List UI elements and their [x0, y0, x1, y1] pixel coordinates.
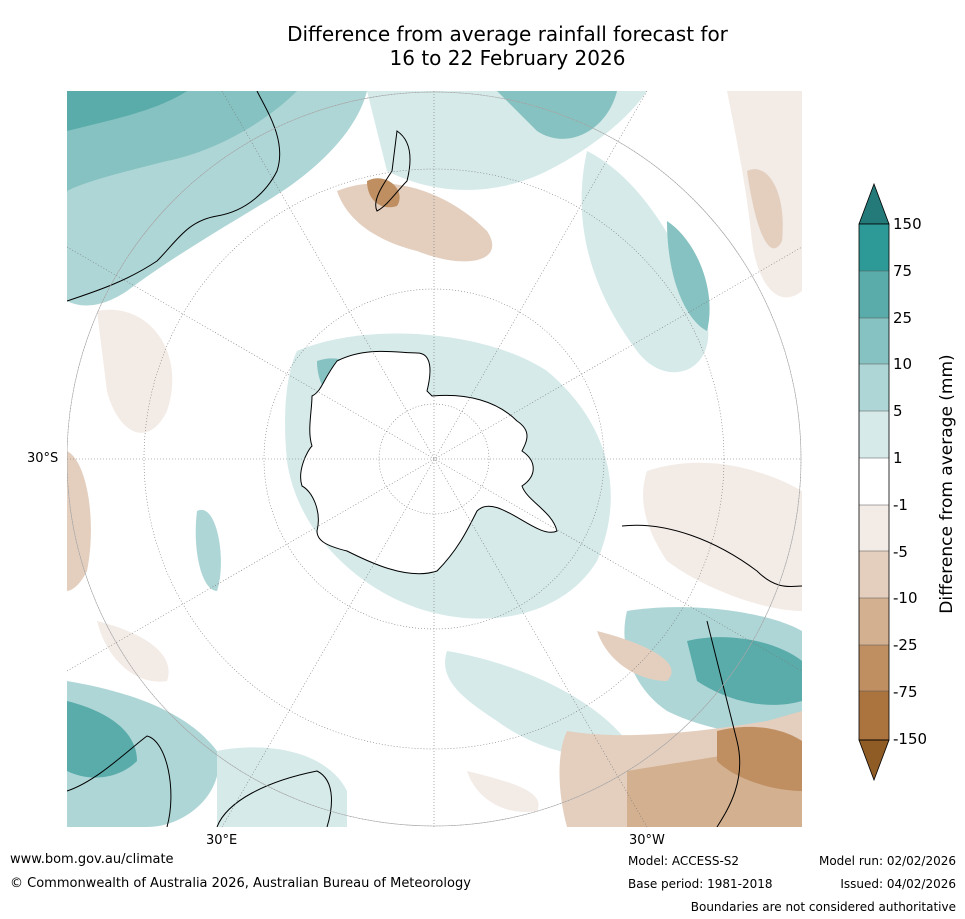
colorbar-bin-minus75-minus150 — [859, 691, 889, 740]
colorbar-tick-1: 1 — [893, 449, 903, 467]
colorbar-bin-minus25-minus75 — [859, 645, 889, 691]
footer-model: Model: ACCESS-S2 — [628, 854, 740, 868]
colorbar-bin-25-10 — [859, 318, 889, 364]
colorbar-bin-150-75 — [859, 224, 889, 271]
colorbar-tick-minus150: -150 — [893, 730, 928, 748]
map-edge-circle — [67, 91, 802, 827]
dry-anomaly-regions — [67, 91, 802, 827]
colorbar-bin-5-1 — [859, 411, 889, 458]
colorbar-tick-150: 150 — [893, 215, 922, 233]
colorbar-tick-minus5: -5 — [893, 543, 908, 561]
footer-model-run: Model run: 02/02/2026 — [818, 854, 956, 868]
colorbar-tick-75: 75 — [893, 262, 913, 280]
map-title: Difference from average rainfall forecas… — [0, 22, 965, 70]
footer-issued: Issued: 04/02/2026 — [840, 877, 956, 891]
colorbar-tick-25: 25 — [893, 309, 913, 327]
colorbar-bin-10-5 — [859, 364, 889, 411]
colorbar-tick-minus25: -25 — [893, 636, 918, 654]
colorbar-bin-minus1-minus5 — [859, 505, 889, 551]
colorbar-bin-minus5-minus10 — [859, 551, 889, 598]
africa-outline — [67, 735, 332, 827]
south-america-outline — [621, 524, 802, 827]
colorbar-wet-extreme — [858, 183, 890, 225]
colorbar — [858, 183, 890, 781]
new-zealand-outline — [375, 130, 411, 212]
footer-copyright: © Commonwealth of Australia 2026, Austra… — [10, 876, 471, 891]
colorbar-tick-minus1: -1 — [893, 496, 908, 514]
title-line-2: 16 to 22 February 2026 — [389, 46, 626, 70]
colorbar-tick-minus10: -10 — [893, 589, 918, 607]
colorbar-tick-5: 5 — [893, 402, 903, 420]
footer-website-link[interactable]: www.bom.gov.au/climate — [10, 852, 174, 867]
australia-outline — [67, 91, 281, 302]
colorbar-title: Difference from average (mm) — [937, 354, 957, 614]
longitude-label-30e: 30°E — [206, 833, 238, 848]
rainfall-anomaly-map[interactable] — [67, 91, 802, 827]
colorbar-tick-minus75: -75 — [893, 683, 918, 701]
colorbar-tick-10: 10 — [893, 355, 913, 373]
colorbar-bin-75-25 — [859, 271, 889, 318]
latitude-label-30s: 30°S — [27, 451, 59, 466]
title-line-1: Difference from average rainfall forecas… — [287, 22, 728, 46]
longitude-label-30w: 30°W — [629, 833, 665, 848]
footer-disclaimer: Boundaries are not considered authoritat… — [690, 900, 956, 914]
colorbar-bin-minus10-minus25 — [859, 598, 889, 645]
footer-base-period: Base period: 1981-2018 — [628, 877, 773, 891]
colorbar-bin-neutral — [859, 458, 889, 505]
colorbar-dry-extreme — [858, 739, 890, 781]
map-canvas — [67, 91, 802, 827]
